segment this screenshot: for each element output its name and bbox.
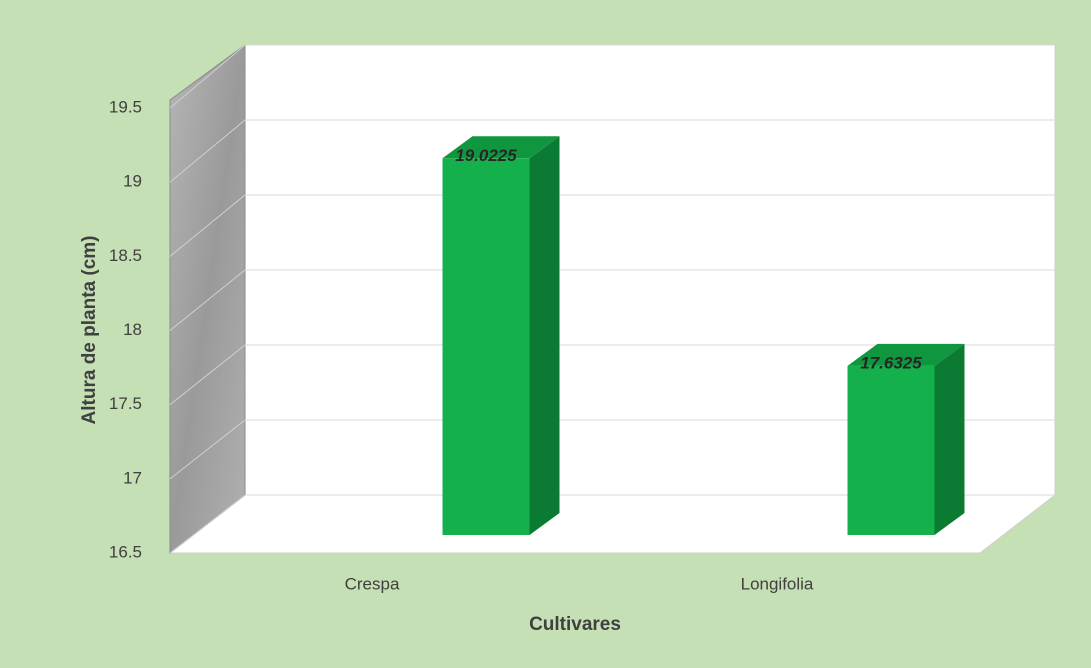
bar-side: [934, 343, 965, 535]
bar-top: [847, 343, 965, 366]
grid-line: [169, 194, 246, 257]
x-tick-label: Longifolia: [741, 574, 814, 593]
value-label: 17.6325: [860, 353, 922, 372]
value-label: 19.0225: [455, 146, 517, 165]
bar-side: [529, 136, 560, 535]
grid-line: [169, 344, 246, 406]
y-tick-label: 18: [123, 320, 142, 339]
grid-line: [169, 119, 246, 183]
bar: [847, 365, 935, 535]
grid-line: [169, 494, 246, 554]
grid-line: [169, 269, 246, 331]
grid-line: [169, 44, 246, 109]
y-tick-label: 17.5: [109, 394, 142, 413]
grid-line: [169, 419, 246, 480]
side-wall: [169, 44, 246, 555]
y-tick-label: 17: [123, 468, 142, 487]
y-tick-label: 16.5: [109, 542, 142, 561]
y-tick-label: 18.5: [109, 246, 142, 265]
y-tick-label: 19: [123, 172, 142, 191]
bar: [442, 158, 530, 535]
x-axis-title: Cultivares: [529, 614, 621, 635]
y-tick-label: 19.5: [109, 97, 142, 116]
y-axis-title: Altura de planta (cm): [79, 236, 100, 425]
bar-top: [442, 136, 560, 159]
x-tick-label: Crespa: [345, 574, 400, 593]
